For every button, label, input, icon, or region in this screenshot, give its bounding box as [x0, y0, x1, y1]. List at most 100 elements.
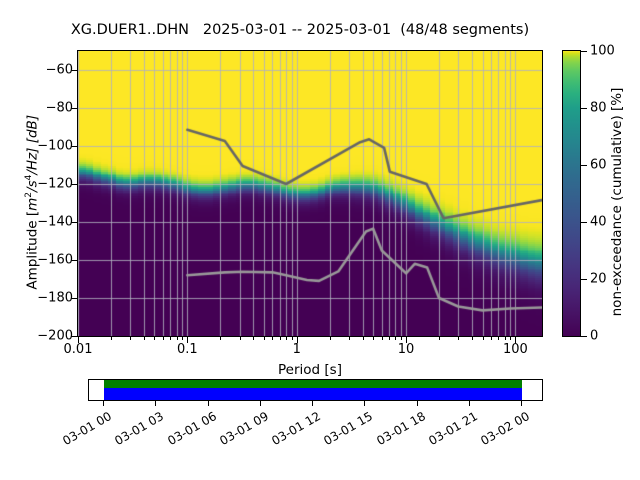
- coverage-green-band: [104, 380, 522, 388]
- y-axis-label-tail: /Hz] [dB]: [24, 114, 41, 175]
- coverage-tick-mark: [312, 401, 313, 406]
- x-minor-tick-mark: [363, 337, 364, 340]
- coverage-tick-mark: [417, 401, 418, 406]
- coverage-tick-mark: [260, 401, 261, 406]
- x-minor-tick-mark: [382, 337, 383, 340]
- x-minor-tick-mark: [472, 337, 473, 340]
- x-tick-label: 10: [397, 342, 415, 357]
- coverage-tick-mark: [521, 401, 522, 406]
- y-tick-mark: [71, 146, 77, 147]
- x-minor-tick-mark: [510, 337, 511, 340]
- coverage-tick-label: 03-02 00: [478, 409, 532, 449]
- x-tick-label: 100: [503, 342, 528, 357]
- colorbar: [562, 50, 581, 337]
- y-tick-label: −200: [37, 328, 73, 344]
- coverage-tick-label: 03-01 21: [426, 409, 480, 449]
- y-tick-mark: [71, 184, 77, 185]
- x-minor-tick-mark: [177, 337, 178, 340]
- x-minor-tick-mark: [458, 337, 459, 340]
- y-tick-label: −80: [45, 100, 73, 116]
- y-tick-label: −160: [37, 252, 73, 268]
- y-tick-label: −100: [37, 138, 73, 154]
- coverage-tick-label: 03-01 18: [373, 409, 428, 449]
- coverage-tick-mark: [103, 401, 104, 406]
- x-minor-tick-mark: [280, 337, 281, 340]
- colorbar-tick-label: 40: [590, 214, 607, 230]
- x-minor-tick-mark: [498, 337, 499, 340]
- y-axis-sup-2: 2: [23, 191, 34, 198]
- x-minor-tick-mark: [389, 337, 390, 340]
- x-minor-tick-mark: [272, 337, 273, 340]
- x-minor-tick-mark: [253, 337, 254, 340]
- coverage-tick-label: 03-01 12: [269, 409, 323, 449]
- x-tick-mark: [297, 337, 298, 343]
- y-tick-label: −120: [37, 176, 73, 192]
- y-tick-mark: [71, 336, 77, 337]
- colorbar-tick-mark: [581, 336, 587, 337]
- y-tick-mark: [71, 70, 77, 71]
- colorbar-tick-mark: [581, 222, 587, 223]
- x-minor-tick-mark: [395, 337, 396, 340]
- coverage-tick-mark: [469, 401, 470, 406]
- colorbar-label: non-exceedance (cumulative) [%]: [609, 87, 625, 317]
- data-coverage-bar: [88, 379, 543, 401]
- x-minor-tick-mark: [163, 337, 164, 340]
- noise-model-curves-canvas: [78, 51, 542, 336]
- y-tick-label: −180: [37, 290, 73, 306]
- x-tick-label: 1: [292, 342, 301, 357]
- x-minor-tick-mark: [292, 337, 293, 340]
- x-minor-tick-mark: [182, 337, 183, 340]
- colorbar-tick-mark: [581, 279, 587, 280]
- x-tick-label: 0.1: [177, 342, 198, 357]
- x-minor-tick-mark: [373, 337, 374, 340]
- x-tick-mark: [515, 337, 516, 343]
- x-minor-tick-mark: [286, 337, 287, 340]
- colorbar-tick-mark: [581, 108, 587, 109]
- y-axis-label: Amplitude [m2/s4/Hz] [dB]: [24, 62, 41, 342]
- colorbar-tick-label: 0: [590, 328, 599, 344]
- coverage-tick-mark: [364, 401, 365, 406]
- y-axis-label-prefix: Amplitude [: [24, 210, 41, 290]
- y-tick-label: −140: [37, 214, 73, 230]
- y-tick-mark: [71, 222, 77, 223]
- y-axis-sup-4: 4: [23, 174, 34, 181]
- page-title: XG.DUER1..DHN 2025-03-01 -- 2025-03-01 (…: [70, 22, 530, 38]
- x-minor-tick-mark: [220, 337, 221, 340]
- y-axis-unit-m: m: [24, 197, 41, 211]
- x-minor-tick-mark: [170, 337, 171, 340]
- x-minor-tick-mark: [330, 337, 331, 340]
- coverage-tick-mark: [155, 401, 156, 406]
- y-axis-label-mid: /s: [24, 180, 41, 192]
- x-minor-tick-mark: [154, 337, 155, 340]
- x-minor-tick-mark: [240, 337, 241, 340]
- x-minor-tick-mark: [401, 337, 402, 340]
- coverage-blue-band: [104, 388, 522, 400]
- coverage-tick-label: 03-01 15: [321, 409, 376, 449]
- y-tick-mark: [71, 108, 77, 109]
- y-tick-label: −60: [45, 62, 73, 78]
- coverage-tick-label: 03-01 00: [60, 409, 114, 449]
- coverage-tick-label: 03-01 09: [217, 409, 271, 449]
- x-minor-tick-mark: [144, 337, 145, 340]
- x-minor-tick-mark: [505, 337, 506, 340]
- colorbar-tick-label: 20: [590, 271, 607, 287]
- y-tick-mark: [71, 260, 77, 261]
- x-minor-tick-mark: [130, 337, 131, 340]
- x-minor-tick-mark: [439, 337, 440, 340]
- coverage-tick-label: 03-01 03: [112, 409, 167, 449]
- y-tick-mark: [71, 298, 77, 299]
- coverage-tick-label: 03-01 06: [164, 409, 219, 449]
- coverage-tick-mark: [208, 401, 209, 406]
- x-minor-tick-mark: [491, 337, 492, 340]
- colorbar-tick-label: 60: [590, 157, 607, 173]
- x-tick-mark: [187, 337, 188, 343]
- x-axis-label: Period [s]: [278, 362, 342, 378]
- ppsd-plot-area: [77, 50, 543, 337]
- colorbar-tick-mark: [581, 51, 587, 52]
- x-tick-mark: [406, 337, 407, 343]
- x-minor-tick-mark: [264, 337, 265, 340]
- x-minor-tick-mark: [111, 337, 112, 340]
- colorbar-tick-label: 100: [590, 43, 615, 59]
- colorbar-tick-mark: [581, 165, 587, 166]
